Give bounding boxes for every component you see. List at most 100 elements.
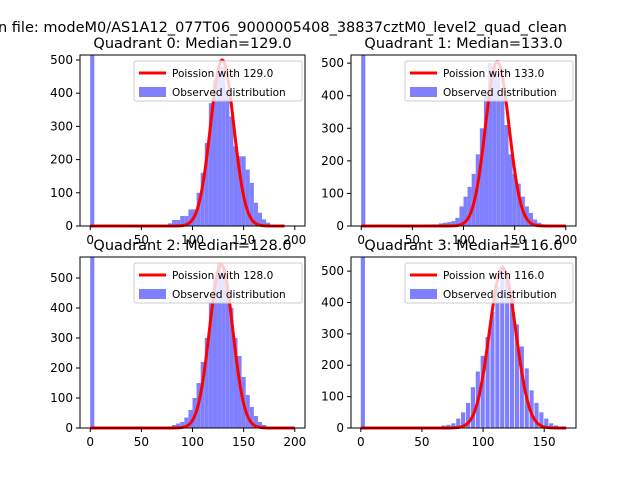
x-tick-label: 0 — [357, 233, 365, 247]
x-tick-label: 150 — [533, 435, 556, 449]
legend-label: Observed distribution — [172, 289, 286, 301]
histogram-bar — [533, 219, 538, 226]
histogram-bar — [204, 338, 209, 428]
y-tick-label: 400 — [321, 295, 344, 309]
histogram-bar — [188, 410, 193, 428]
x-tick-label: 100 — [472, 435, 495, 449]
histogram-bar — [229, 308, 234, 428]
histogram-bar — [500, 95, 505, 226]
y-tick-label: 500 — [321, 264, 344, 278]
histogram-bar — [245, 169, 250, 226]
legend-label: Poission with 116.0 — [443, 270, 544, 282]
histogram-bar — [188, 209, 193, 226]
histogram-bar — [467, 186, 472, 226]
y-tick-label: 200 — [50, 153, 73, 167]
histogram-bar — [508, 154, 513, 226]
y-tick-label: 200 — [50, 361, 73, 375]
histogram-bar — [208, 302, 213, 428]
x-tick-label: 200 — [554, 233, 577, 247]
y-tick-label: 0 — [336, 421, 344, 435]
histogram-bar — [455, 217, 460, 226]
histogram-bar — [200, 172, 205, 226]
histogram-bar — [225, 89, 230, 226]
y-tick-label: 400 — [50, 86, 73, 100]
histogram-bar — [509, 296, 515, 428]
histogram-bar — [514, 324, 520, 428]
legend-label: Observed distribution — [443, 87, 557, 99]
histogram-bar — [447, 222, 452, 226]
histogram-bar — [361, 55, 366, 226]
histogram-bar — [212, 79, 218, 226]
histogram-bar — [495, 286, 500, 428]
histogram-bar — [221, 66, 226, 226]
x-tick-label: 50 — [134, 233, 149, 247]
histogram-bar — [237, 356, 242, 428]
legend-label: Observed distribution — [172, 87, 286, 99]
y-tick-label: 200 — [321, 358, 344, 372]
histogram-bar — [360, 257, 365, 428]
histogram-bar — [549, 423, 554, 428]
figure-suptitle: n file: modeM0/AS1A12_077T06_9000005408_… — [0, 20, 567, 36]
x-tick-label: 50 — [405, 233, 420, 247]
histogram-bar — [451, 221, 456, 226]
panel-quadrant-3: Quadrant 3: Median=116.0 0 50 100 150 0 100 200… — [321, 238, 577, 449]
histogram-bar — [266, 222, 271, 226]
histogram-bar — [212, 278, 218, 428]
histogram-bar — [90, 257, 95, 428]
histogram-bar — [451, 423, 456, 428]
y-tick-label: 300 — [321, 327, 344, 341]
histogram-bar — [512, 173, 517, 226]
histogram-bar — [456, 418, 461, 428]
histogram-bar — [176, 423, 181, 428]
y-tick-label: 400 — [321, 89, 344, 103]
axes-frame — [350, 256, 577, 429]
y-tick-label: 500 — [321, 56, 344, 70]
histogram-bar — [217, 263, 222, 428]
histogram-bar — [233, 338, 238, 428]
x-tick-label: 150 — [503, 233, 526, 247]
histogram-bar — [217, 66, 222, 226]
histogram-bar — [237, 156, 242, 226]
y-tick-label: 300 — [50, 331, 73, 345]
legend-patch-swatch — [410, 289, 437, 299]
legend-label: Observed distribution — [443, 289, 557, 301]
histogram-bar — [500, 264, 505, 428]
y-tick-label: 200 — [321, 154, 344, 168]
x-tick-label: 100 — [181, 233, 204, 247]
histogram-bar — [172, 220, 177, 226]
y-tick-label: 500 — [50, 53, 73, 67]
legend-box — [133, 262, 303, 304]
x-tick-label: 50 — [134, 435, 149, 449]
legend-box — [404, 262, 574, 304]
y-tick-label: 0 — [65, 421, 73, 435]
histogram-bar — [539, 412, 544, 428]
x-tick-label: 0 — [86, 233, 94, 247]
legend-patch-swatch — [139, 289, 166, 299]
histogram-bar — [229, 116, 234, 226]
histogram-bar — [488, 63, 493, 227]
histogram-bar — [463, 196, 468, 226]
histogram-bar — [459, 206, 464, 226]
histogram-bar — [249, 182, 254, 226]
legend-patch-swatch — [410, 87, 437, 97]
histogram-bar — [465, 402, 471, 428]
panel-quadrant-1: Quadrant 1: Median=133.0 0 50 100 150 200 0 100… — [321, 36, 577, 247]
histogram-bar — [443, 222, 448, 226]
histogram-bar — [176, 220, 181, 226]
panel-quadrant-2: Quadrant 2: Median=128.0 0 50 100 150 200 0 100… — [50, 238, 306, 449]
histogram-bar — [245, 395, 250, 428]
x-tick-label: 50 — [414, 435, 429, 449]
y-tick-label: 0 — [65, 219, 73, 233]
legend-label: Poission with 128.0 — [172, 270, 273, 282]
histogram-bar — [204, 142, 209, 226]
histogram-bar — [461, 412, 466, 428]
y-tick-label: 100 — [50, 391, 73, 405]
legend: Poission with 128.0 Observed distribution — [133, 262, 303, 304]
x-tick-label: 150 — [232, 233, 255, 247]
histogram-bar — [485, 337, 490, 428]
x-tick-label: 0 — [86, 435, 94, 449]
legend-patch-swatch — [139, 87, 166, 97]
histogram-bar — [490, 311, 495, 428]
histogram-bar — [184, 216, 189, 226]
